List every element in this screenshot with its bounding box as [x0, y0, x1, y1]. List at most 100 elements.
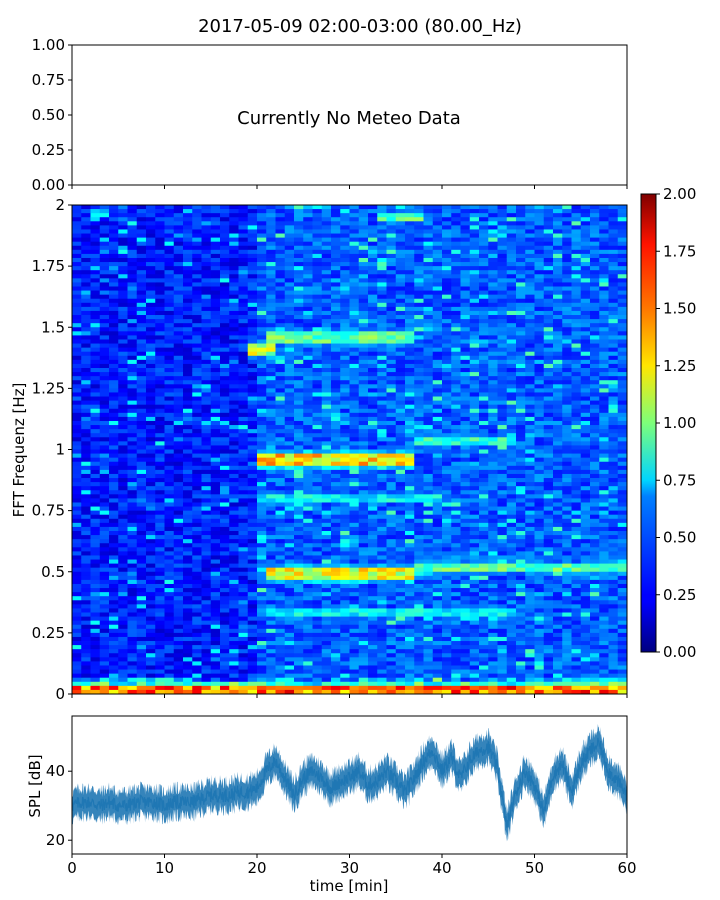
spectrogram-cell	[442, 437, 452, 442]
spectrogram-cell	[423, 579, 434, 585]
spectrogram-cell	[340, 404, 350, 410]
spectrogram-cell	[257, 689, 267, 695]
spectrogram-cell	[155, 249, 165, 255]
spectrogram-cell	[442, 347, 452, 353]
spectrogram-cell	[99, 567, 110, 573]
spectrogram-cell	[72, 363, 82, 369]
spectrogram-cell	[127, 302, 138, 308]
spectrogram-cell	[377, 653, 387, 658]
spectrogram-cell	[432, 449, 443, 454]
spectrogram-cell	[266, 433, 276, 438]
spectrogram-cell	[146, 441, 156, 446]
spectrogram-cell	[210, 266, 221, 271]
spectrogram-cell	[312, 441, 323, 446]
spectrogram-cell	[405, 526, 415, 532]
spectrogram-cell	[349, 473, 360, 479]
spectrogram-cell	[340, 372, 350, 377]
spectrogram-cell	[238, 355, 249, 361]
spectrogram-cell	[155, 600, 165, 605]
spectrogram-cell	[312, 547, 323, 552]
spectrogram-cell	[266, 315, 276, 320]
spectrogram-cell	[201, 661, 212, 666]
spectrogram-cell	[312, 632, 323, 638]
spectrogram-cell	[109, 539, 119, 544]
spectrogram-cell	[90, 359, 101, 365]
spectrogram-cell	[266, 425, 276, 430]
spectrogram-cell	[442, 302, 452, 308]
spectrogram-cell	[127, 624, 138, 630]
spectrogram-cell	[155, 473, 165, 479]
spectrogram-cell	[72, 233, 82, 239]
spectrogram-cell	[442, 245, 452, 251]
spectrogram-cell	[155, 559, 165, 565]
spectrogram-cell	[257, 302, 267, 308]
spectrogram-cell	[238, 579, 249, 585]
spectrogram-cell	[183, 526, 193, 532]
spectrogram-cell	[99, 294, 110, 300]
spectrogram-cell	[229, 649, 239, 654]
spectrogram-cell	[405, 482, 415, 487]
spectrogram-cell	[340, 298, 350, 304]
spectrogram-cell	[358, 241, 369, 247]
spectrogram-cell	[247, 404, 258, 410]
spectrogram-cell	[99, 620, 110, 626]
spectrogram-cell	[183, 641, 193, 646]
spectrogram-cell	[136, 502, 147, 507]
spectrogram-cell	[183, 302, 193, 308]
spectrogram-cell	[220, 302, 230, 308]
spectrogram-cell	[201, 563, 212, 569]
spectrogram-cell	[90, 620, 101, 626]
spectrogram-cell	[146, 494, 156, 499]
spectrogram-cell	[266, 624, 276, 630]
spectrogram-cell	[349, 624, 360, 630]
spectrogram-cell	[192, 612, 202, 617]
spectrogram-cell	[358, 526, 369, 532]
spectrogram-cell	[432, 437, 443, 442]
spectrogram-cell	[358, 490, 369, 495]
spectrogram-cell	[386, 351, 397, 357]
spectrogram-cell	[90, 482, 101, 487]
spectrogram-cell	[266, 473, 276, 479]
spectrogram-cell	[284, 457, 295, 463]
spectrogram-cell	[395, 689, 406, 695]
spectrogram-cell	[72, 596, 82, 601]
spectrogram-cell	[72, 522, 82, 528]
spectrogram-cell	[423, 343, 434, 349]
spectrogram-cell	[90, 628, 101, 634]
spectrogram-cell	[192, 298, 202, 304]
spectrogram-cell	[275, 514, 286, 520]
spectrogram-cell	[201, 339, 212, 344]
spectrogram-cell	[99, 604, 110, 609]
spectrogram-cell	[275, 506, 286, 512]
spectrogram-cell	[294, 645, 304, 650]
spectrogram-cell	[81, 253, 91, 259]
spectrogram-cell	[247, 478, 258, 483]
spectrogram-cell	[432, 380, 443, 385]
spectrogram-cell	[238, 205, 249, 210]
spectrogram-cell	[164, 310, 175, 316]
spectrogram-cell	[358, 376, 369, 381]
spectrogram-cell	[164, 416, 175, 422]
spectrogram-cell	[303, 502, 313, 507]
spectrogram-cell	[405, 583, 415, 589]
spectrogram-cell	[303, 681, 313, 687]
spectrogram-cell	[266, 645, 276, 650]
spectrogram-cell	[201, 384, 212, 389]
spectrogram-cell	[451, 294, 461, 300]
spectrogram-cell	[275, 302, 286, 308]
spectrogram-cell	[423, 388, 434, 393]
spectrogram-cell	[442, 306, 452, 312]
spectrogram-cell	[368, 600, 378, 605]
spectrogram-cell	[247, 376, 258, 381]
spectrogram-cell	[90, 551, 101, 556]
spectrogram-cell	[146, 604, 156, 609]
spectrogram-cell	[275, 298, 286, 304]
spectrogram-cell	[368, 359, 378, 365]
spectrogram-cell	[220, 579, 230, 585]
spectrogram-cell	[442, 380, 452, 385]
spectrogram-cell	[321, 689, 332, 695]
spectrogram-cell	[432, 327, 443, 332]
spectrogram-cell	[136, 657, 147, 662]
spectrogram-cell	[127, 592, 138, 597]
spectrogram-cell	[395, 433, 406, 438]
